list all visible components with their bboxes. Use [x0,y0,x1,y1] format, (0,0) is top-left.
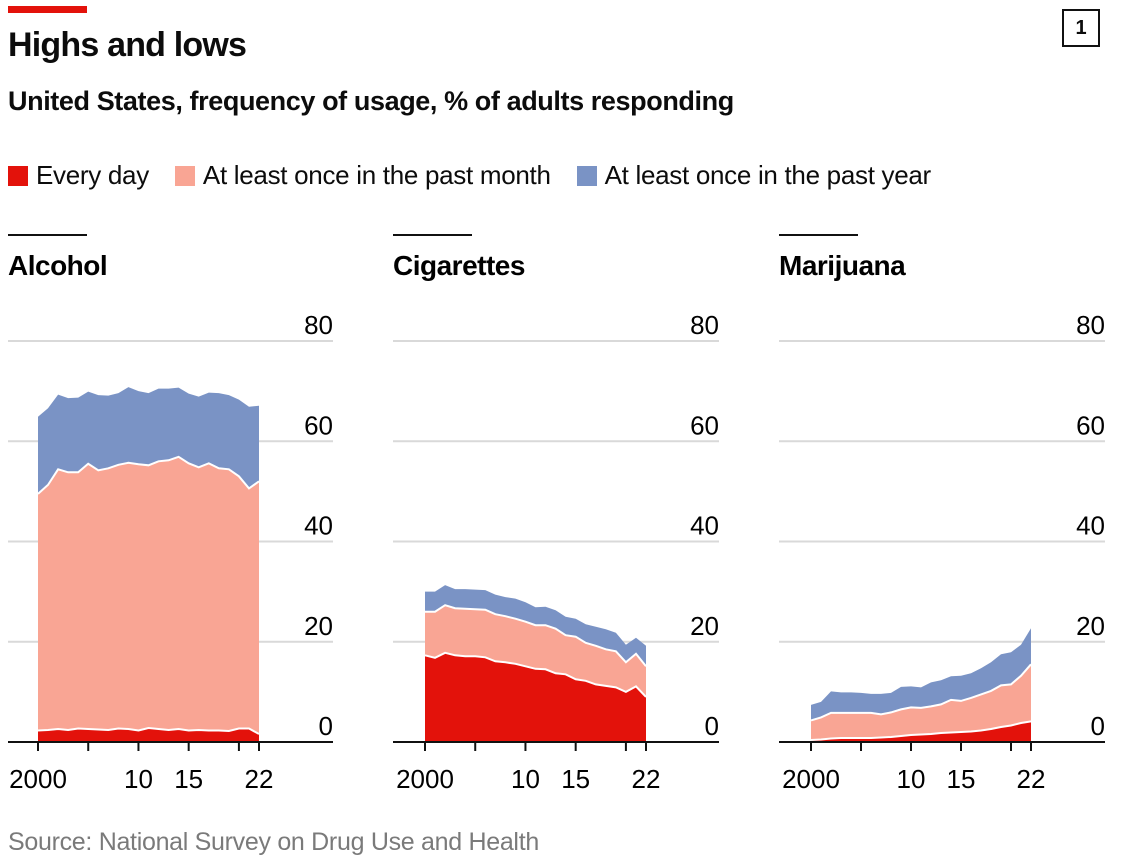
x-tick-label: 22 [632,764,661,794]
area-boundary-line [425,604,647,667]
area-boundary-line [37,726,260,735]
legend-item-past-year: At least once in the past year [576,160,932,191]
x-tick-label: 15 [561,764,590,794]
y-tick-label: 80 [1076,310,1105,340]
legend-label: At least once in the past year [604,160,932,190]
y-tick-label: 80 [304,310,333,340]
area-every-day [811,721,1031,742]
area-every-day [425,652,646,742]
y-tick-label: 0 [705,711,719,741]
x-tick-label: 10 [124,764,153,794]
area-at-least-once-in-the-past-month [38,456,259,742]
legend-item-every-day: Every day [8,160,149,191]
panel-cigarettes: Cigarettes 0 20 40 60 80 2000 10 15 22 [393,234,719,794]
legend-swatch-daily [8,165,28,186]
x-tick-label: 15 [947,764,976,794]
y-tick-label: 40 [304,511,333,541]
area-boundary-line [37,455,260,495]
legend-item-past-month: At least once in the past month [174,160,551,191]
area-boundary-line [810,663,1032,722]
panel-title: Marijuana [779,250,906,281]
y-tick-label: 60 [1076,410,1105,440]
panel-marijuana: Marijuana 0 20 40 60 80 2000 10 15 22 [779,234,1105,794]
legend-label: Every day [36,160,149,190]
y-tick-label: 60 [690,410,719,440]
legend-swatch-year [576,165,597,186]
y-tick-label: 40 [690,511,719,541]
chart-number-badge: 1 [1062,9,1100,47]
panel-alcohol: Alcohol 0 20 40 60 80 2000 10 15 22 [8,234,333,794]
chart-subtitle: United States, frequency of usage, % of … [8,86,734,116]
area-every-day [38,728,259,742]
y-tick-label: 0 [1091,711,1105,741]
legend: Every day At least once in the past mont… [8,160,957,191]
panel-title: Alcohol [8,250,107,281]
x-tick-label: 10 [511,764,540,794]
chart-title: Highs and lows [8,26,247,64]
legend-swatch-month [174,165,195,186]
area-boundary-line [424,651,647,698]
y-tick-label: 20 [304,611,333,641]
y-tick-label: 0 [319,711,333,741]
x-tick-label: 10 [897,764,926,794]
y-tick-label: 40 [1076,511,1105,541]
y-tick-label: 80 [690,310,719,340]
x-tick-label: 22 [245,764,274,794]
area-boundary-line [810,720,1032,741]
panel-title: Cigarettes [393,250,525,281]
x-tick-label: 2000 [782,764,840,794]
x-tick-label: 15 [174,764,203,794]
y-tick-label: 20 [690,611,719,641]
y-tick-label: 60 [304,410,333,440]
x-tick-label: 2000 [396,764,454,794]
x-tick-label: 22 [1017,764,1046,794]
area-at-least-once-in-the-past-month [811,664,1031,742]
source-note: Source: National Survey on Drug Use and … [8,828,539,856]
legend-label: At least once in the past month [202,160,551,190]
brand-red-bar [8,6,87,13]
y-tick-label: 20 [1076,611,1105,641]
x-tick-label: 2000 [9,764,67,794]
